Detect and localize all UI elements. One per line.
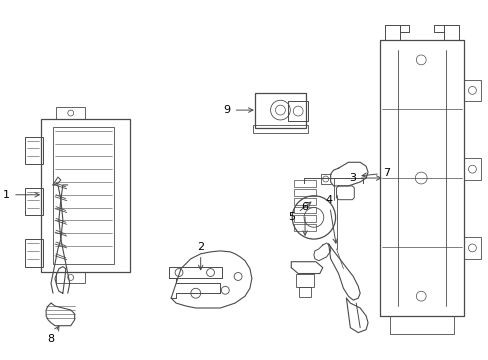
- Text: 7: 7: [361, 168, 389, 178]
- Bar: [25, 137, 43, 164]
- Bar: [254, 93, 305, 128]
- Bar: [25, 188, 43, 215]
- Bar: [53, 127, 114, 264]
- Text: 9: 9: [223, 105, 252, 115]
- Bar: [25, 239, 43, 267]
- Text: 5: 5: [287, 202, 310, 222]
- Bar: [294, 189, 315, 196]
- Text: 4: 4: [325, 195, 337, 243]
- Bar: [294, 180, 315, 187]
- Bar: [463, 80, 480, 101]
- Bar: [296, 274, 313, 287]
- Bar: [56, 107, 85, 119]
- Bar: [294, 224, 315, 231]
- Bar: [56, 271, 85, 283]
- Bar: [288, 101, 307, 121]
- Text: 3: 3: [348, 173, 380, 183]
- Text: 2: 2: [197, 242, 204, 270]
- Text: 8: 8: [47, 326, 59, 345]
- Bar: [294, 207, 315, 213]
- Bar: [299, 287, 310, 297]
- Bar: [463, 237, 480, 259]
- Text: 6: 6: [301, 202, 308, 235]
- Bar: [41, 119, 129, 271]
- Bar: [389, 316, 453, 334]
- Bar: [294, 198, 315, 204]
- Text: 1: 1: [3, 190, 39, 200]
- Bar: [294, 215, 315, 222]
- Bar: [252, 125, 307, 133]
- Bar: [463, 158, 480, 180]
